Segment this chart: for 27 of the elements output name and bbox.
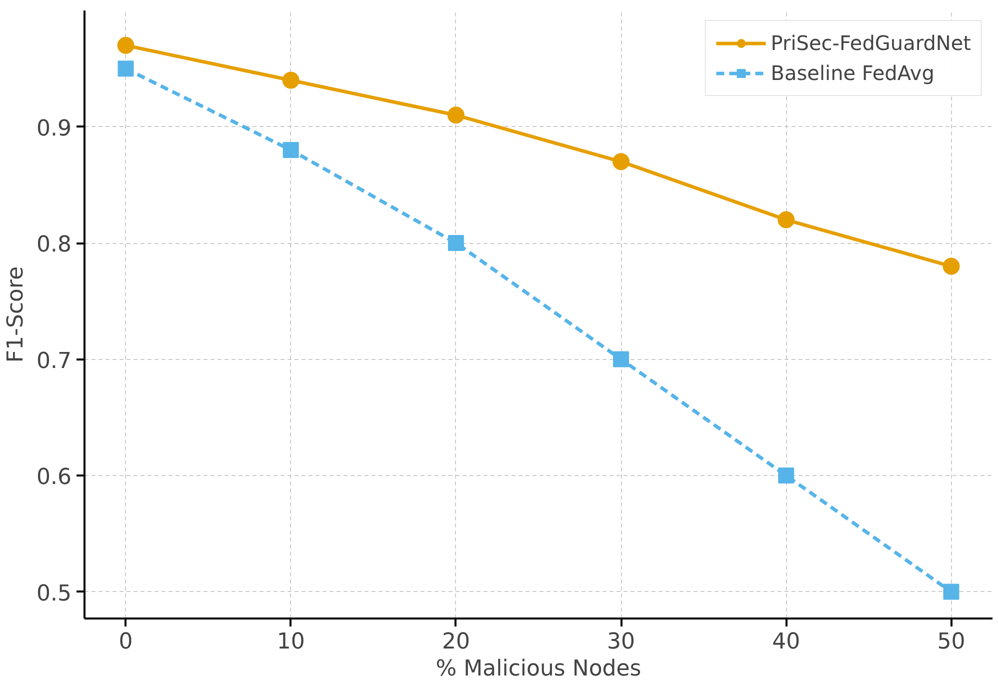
x-tick-label: 40 bbox=[772, 630, 800, 654]
point bbox=[778, 468, 794, 484]
point bbox=[117, 36, 134, 54]
x-axis-title: % Malicious Nodes bbox=[436, 656, 642, 682]
y-tick-label: 0.6 bbox=[36, 465, 72, 490]
y-tick-label: 0.8 bbox=[36, 232, 72, 258]
legend-label: PriSec-FedGuardNet bbox=[770, 31, 971, 55]
point bbox=[612, 153, 630, 170]
point bbox=[613, 351, 630, 368]
y-axis-title: F1-Score bbox=[4, 266, 29, 363]
y-tick-label: 0.7 bbox=[36, 348, 72, 374]
point bbox=[282, 72, 300, 89]
y-tick-label: 0.5 bbox=[36, 581, 72, 606]
point bbox=[942, 258, 960, 275]
point bbox=[282, 142, 299, 158]
x-tick-label: 0 bbox=[118, 630, 133, 654]
x-tick-label: 10 bbox=[276, 630, 305, 654]
point bbox=[448, 235, 464, 252]
point bbox=[447, 106, 464, 124]
y-tick-label: 0.9 bbox=[36, 116, 72, 142]
point bbox=[943, 584, 960, 600]
legend-label: Baseline FedAvg bbox=[770, 61, 934, 85]
x-tick-label: 50 bbox=[937, 630, 966, 654]
point bbox=[778, 211, 795, 228]
point bbox=[118, 60, 134, 77]
x-tick-label: 30 bbox=[607, 630, 636, 654]
x-tick-label: 20 bbox=[442, 630, 470, 654]
